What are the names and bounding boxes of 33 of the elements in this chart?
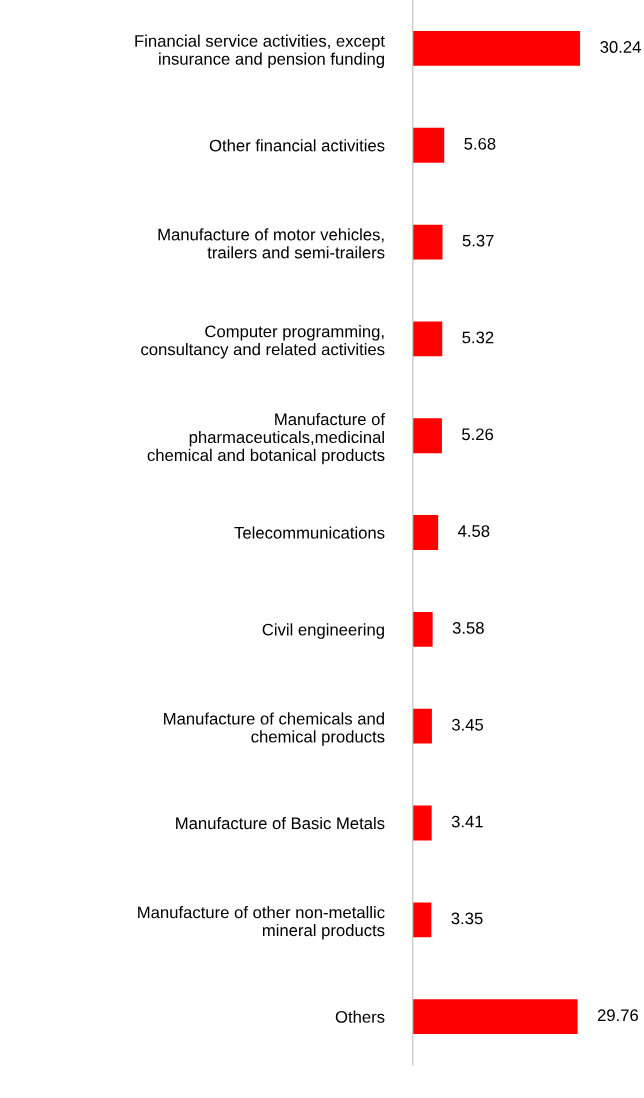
data-label: 29.76 bbox=[597, 1009, 639, 1022]
data-label: 5.32 bbox=[462, 331, 494, 344]
y-tick-label: Manufacture of pharmaceuticals,medicinal chemical and botanical products bbox=[147, 412, 386, 465]
bar bbox=[412, 999, 578, 1035]
bar bbox=[412, 708, 432, 744]
data-label: 5.26 bbox=[462, 428, 494, 441]
y-tick-label: Telecommunications bbox=[234, 526, 385, 539]
data-label: 5.68 bbox=[464, 137, 496, 150]
bar bbox=[412, 30, 581, 66]
y-tick-label: Manufacture of Basic Metals bbox=[176, 816, 385, 830]
bar bbox=[412, 127, 445, 163]
bar bbox=[412, 611, 433, 647]
bar bbox=[412, 902, 432, 938]
y-tick-label: Financial service activities, except insurance and pension funding bbox=[135, 34, 385, 69]
data-label: 5.37 bbox=[462, 234, 494, 247]
y-tick-label: Civil engineering bbox=[262, 623, 384, 639]
data-label: 3.35 bbox=[451, 912, 483, 925]
y-tick-label: Computer programming, consultancy and related activities bbox=[141, 325, 385, 359]
data-label: 3.58 bbox=[452, 622, 484, 634]
bar bbox=[412, 418, 442, 454]
bar bbox=[412, 321, 443, 357]
data-label: 3.45 bbox=[451, 718, 484, 731]
data-label: 30.24 bbox=[600, 41, 641, 53]
data-label: 4.58 bbox=[457, 525, 490, 537]
data-label: 3.41 bbox=[451, 815, 483, 828]
y-tick-label: Other financial activities bbox=[209, 139, 385, 152]
y-tick-label: Manufacture of chemicals and chemical products bbox=[164, 712, 385, 746]
y-tick-label: Manufacture of motor vehicles, trailers and semi-trailers bbox=[158, 228, 385, 259]
y-tick-label: Manufacture of other non-metallic mineral products bbox=[138, 906, 385, 940]
bar bbox=[412, 224, 443, 260]
bar bbox=[412, 515, 439, 550]
y-tick-label: Others bbox=[335, 1010, 385, 1023]
bar bbox=[412, 805, 432, 841]
